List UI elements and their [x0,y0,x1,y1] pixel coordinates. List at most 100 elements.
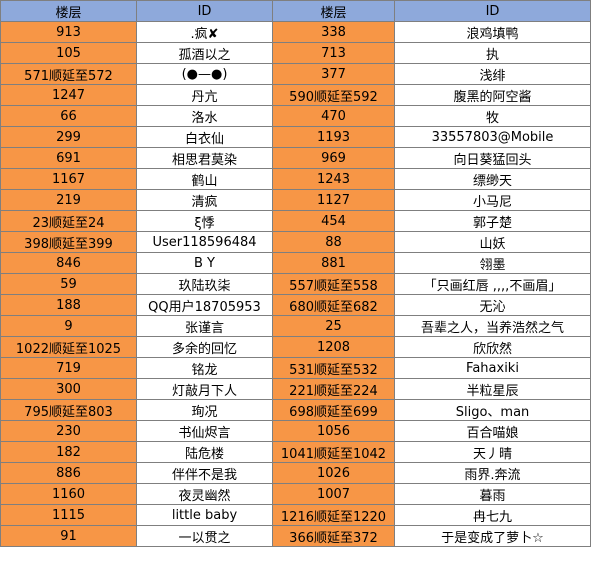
id-cell: 灯敲月下人 [136,378,273,400]
id-cell: 一以贯之 [136,525,273,547]
floor-cell: 913 [0,21,137,43]
floor-cell: 1167 [0,168,137,190]
floor-cell: 557顺延至558 [272,273,395,295]
floor-cell: 698顺延至699 [272,399,395,421]
id-cell: (●—●) [136,63,273,85]
floor-cell: 299 [0,126,137,148]
id-cell: 百合喵娘 [394,420,591,442]
floor-cell: 1243 [272,168,395,190]
id-cell: 山妖 [394,231,591,253]
id-cell: Fahaxiki [394,357,591,379]
floor-cell: 377 [272,63,395,85]
floor-cell: 398顺延至399 [0,231,137,253]
id-cell: 多余的回忆 [136,336,273,358]
id-cell: 雨界.奔流 [394,462,591,484]
table-row: 105 孤酒以之 713 执 [0,42,591,64]
table-row: 571顺延至572 (●—●) 377 浅绯 [0,63,591,85]
id-cell: 铭龙 [136,357,273,379]
id-cell: ξ悸 [136,210,273,232]
id-cell: QQ用户18705953 [136,294,273,316]
floor-cell: 691 [0,147,137,169]
table-row: 795顺延至803 珣况 698顺延至699 Sligo、man [0,399,591,421]
table-row: 299 白衣仙 1193 33557803@Mobile [0,126,591,148]
table-row: 300 灯敲月下人 221顺延至224 半粒星辰 [0,378,591,400]
table-row: 1022顺延至1025 多余的回忆 1208 欣欣然 [0,336,591,358]
table-row: 398顺延至399 User118596484 88 山妖 [0,231,591,253]
floor-cell: 719 [0,357,137,379]
floor-cell: 219 [0,189,137,211]
floor-cell: 91 [0,525,137,547]
table-row: 886 伴伴不是我 1026 雨界.奔流 [0,462,591,484]
floor-cell: 66 [0,105,137,127]
table-row: 66 洛水 470 牧 [0,105,591,127]
floor-cell: 9 [0,315,137,337]
id-cell: 玖陆玖柒 [136,273,273,295]
table-row: 219 清疯 1127 小马尼 [0,189,591,211]
floor-cell: 25 [272,315,395,337]
id-cell: User118596484 [136,231,273,253]
id-cell: 于是变成了萝卜☆ [394,525,591,547]
id-cell: Sligo、man [394,399,591,421]
floor-cell: 846 [0,252,137,274]
header-id-1: ID [136,0,273,22]
id-cell: 吾辈之人，当养浩然之气 [394,315,591,337]
id-cell: 缥缈天 [394,168,591,190]
floor-cell: 886 [0,462,137,484]
table-row: 23顺延至24 ξ悸 454 郭子楚 [0,210,591,232]
id-cell: 郭子楚 [394,210,591,232]
floor-cell: 454 [272,210,395,232]
table-header-row: 楼层 ID 楼层 ID [0,0,591,22]
floor-cell: 300 [0,378,137,400]
id-cell: 无沁 [394,294,591,316]
id-cell: 浪鸡填鸭 [394,21,591,43]
floor-cell: 1160 [0,483,137,505]
floor-cell: 221顺延至224 [272,378,395,400]
id-cell: 浅绯 [394,63,591,85]
id-cell: 孤酒以之 [136,42,273,64]
floor-cell: 105 [0,42,137,64]
id-cell: .疯✘ [136,21,273,43]
id-cell: 「只画红唇 ,,,,不画眉」 [394,273,591,295]
id-cell: 执 [394,42,591,64]
header-floor-2: 楼层 [272,0,395,22]
id-cell: little baby [136,504,273,526]
id-cell: 陆危楼 [136,441,273,463]
floor-cell: 531顺延至532 [272,357,395,379]
floor-cell: 590顺延至592 [272,84,395,106]
floor-cell: 1026 [272,462,395,484]
floor-cell: 1022顺延至1025 [0,336,137,358]
id-cell: 向日葵猛回头 [394,147,591,169]
floor-cell: 571顺延至572 [0,63,137,85]
floor-cell: 188 [0,294,137,316]
id-cell: 白衣仙 [136,126,273,148]
id-cell: 书仙烬言 [136,420,273,442]
id-cell: 伴伴不是我 [136,462,273,484]
id-cell: 翎墨 [394,252,591,274]
id-cell: 洛水 [136,105,273,127]
floor-cell: 1041顺延至1042 [272,441,395,463]
id-cell: 牧 [394,105,591,127]
floor-cell: 59 [0,273,137,295]
table-row: 719 铭龙 531顺延至532 Fahaxiki [0,357,591,379]
floor-cell: 23顺延至24 [0,210,137,232]
floor-cell: 1247 [0,84,137,106]
floor-cell: 88 [272,231,395,253]
id-cell: B Y [136,252,273,274]
id-cell: 暮雨 [394,483,591,505]
floor-cell: 338 [272,21,395,43]
floor-cell: 1193 [272,126,395,148]
id-cell: 鹤山 [136,168,273,190]
table-row: 59 玖陆玖柒 557顺延至558 「只画红唇 ,,,,不画眉」 [0,273,591,295]
floor-cell: 795顺延至803 [0,399,137,421]
header-id-2: ID [394,0,591,22]
table-row: 188 QQ用户18705953 680顺延至682 无沁 [0,294,591,316]
id-cell: 欣欣然 [394,336,591,358]
floor-cell: 1056 [272,420,395,442]
table-row: 846 B Y 881 翎墨 [0,252,591,274]
table-row: 1160 夜灵幽然 1007 暮雨 [0,483,591,505]
id-cell: 33557803@Mobile [394,126,591,148]
table-row: 1167 鹤山 1243 缥缈天 [0,168,591,190]
floor-cell: 1127 [272,189,395,211]
header-floor-1: 楼层 [0,0,137,22]
floor-cell: 230 [0,420,137,442]
